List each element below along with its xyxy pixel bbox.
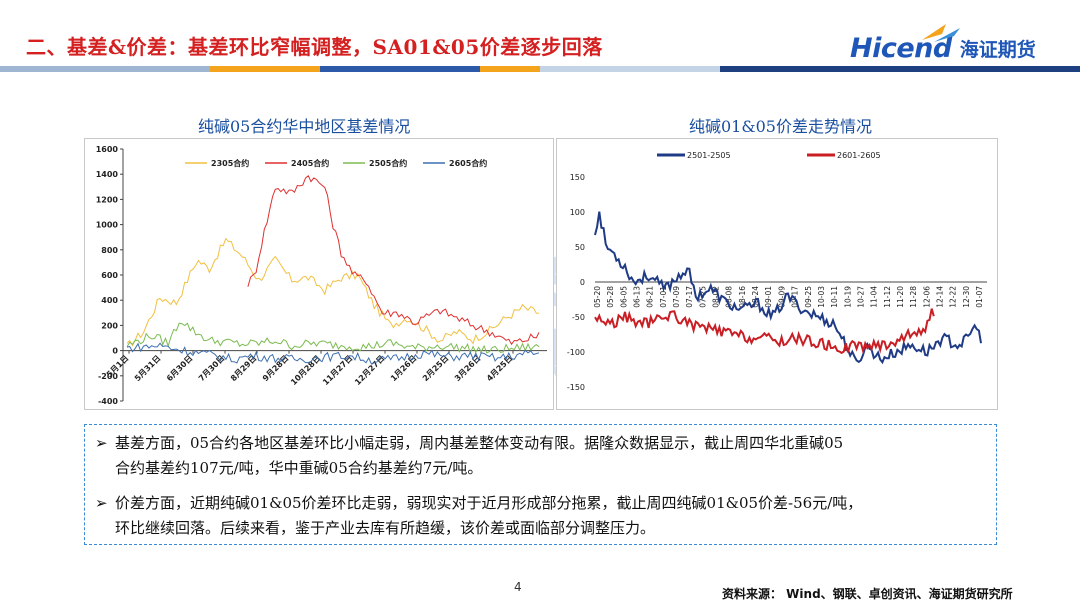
x-tick-label: 06-13 [633, 286, 642, 308]
x-tick-label: 11-12 [883, 286, 892, 308]
source-note: 资料来源： Wind、钢联、卓创资讯、海证期货研究所 [722, 587, 1013, 601]
note-item-spread: ➢ 价差方面，近期纯碱01&05价差环比走弱，弱现实对于近月形成部分拖累，截止周四… [95, 491, 862, 516]
right-chart-title: 纯碱01&05价差走势情况 [689, 117, 872, 136]
x-tick-label: 11-20 [896, 286, 905, 308]
x-tick-label: 09-01 [764, 286, 773, 308]
x-tick-label: 08-08 [725, 286, 734, 308]
note-text-line1: 基差方面，05合约各地区基差环比小幅走弱，周内基差整体变动有限。据隆众数据显示，… [115, 434, 844, 452]
x-tick-label: 12-30 [962, 286, 971, 308]
x-tick-label: 09-17 [791, 286, 800, 308]
x-tick-label: 07-09 [672, 286, 681, 308]
left-basis-chart: 16001400120010008006004002000-200-4005月1… [96, 145, 547, 406]
note-text-line2: 合约基差约107元/吨，华中重碱05合约基差约7元/吨。 [115, 459, 483, 477]
x-tick-label: 05-20 [593, 286, 602, 308]
x-tick-label: 11月27日 [321, 354, 354, 387]
y-tick-label: -150 [567, 383, 585, 392]
x-tick-label: 10-27 [856, 286, 865, 308]
x-tick-label: 12-06 [922, 286, 931, 308]
y-tick-label: 800 [101, 246, 118, 255]
x-tick-label: 6月30日 [165, 354, 194, 383]
legend-label: 2505合约 [369, 158, 407, 168]
y-tick-label: -400 [98, 397, 118, 406]
note-text-line3: 价差方面，近期纯碱01&05价差环比走弱，弱现实对于近月形成部分拖累，截止周四纯… [115, 494, 863, 512]
commentary-box: ➢ 基差方面，05合约各地区基差环比小幅走弱，周内基差整体变动有限。据隆众数据显示… [84, 424, 997, 545]
legend-label: 2501-2505 [687, 151, 731, 160]
y-tick-label: 100 [570, 208, 585, 217]
y-tick-label: 0 [112, 347, 118, 356]
right-chart-frame: 150 100 50 0 -50 -100 -150 05-20 05-28 06-05 06-13… [556, 138, 998, 410]
x-tick-label: 05-28 [606, 286, 615, 308]
series-line-2 [247, 175, 540, 346]
y-tick-label: 1400 [96, 170, 119, 179]
legend-label: 2601-2605 [837, 151, 881, 160]
y-tick-label: 400 [101, 296, 118, 305]
logo-wordmark: Hicend [850, 32, 952, 64]
series-line-1 [594, 211, 982, 365]
x-tick-label: 06-05 [619, 286, 628, 308]
y-tick-label: -200 [98, 372, 118, 381]
y-tick-label: 50 [575, 243, 585, 252]
note-item-basis: ➢ 基差方面，05合约各地区基差环比小幅走弱，周内基差整体变动有限。据隆众数据显示… [95, 431, 843, 456]
left-chart-frame: 1600 1400 1200 1000 800 600 400 200 0 -200 -400 5月1… [84, 138, 554, 410]
brand-logo: Hicend 海证期货 [850, 24, 1036, 66]
note-text-line4: 环比继续回落。后续来看，鉴于产业去库有所趋缓，该价差或面临部分调整压力。 [115, 519, 656, 537]
y-tick-label: 1600 [96, 145, 119, 154]
logo-swoosh-icon [922, 24, 960, 42]
x-tick-label: 07-17 [685, 286, 694, 308]
x-tick-label: 11-04 [870, 286, 879, 308]
x-tick-label: 10-19 [843, 286, 852, 308]
right-spread-chart: 150 100 50 0 -50 -100 -150 05-20 05-28 06-05 06-13… [567, 151, 987, 392]
x-tick-label: 12-14 [935, 286, 944, 308]
page-number: 4 [514, 580, 522, 594]
y-tick-label: -50 [572, 313, 585, 322]
bullet-arrow-icon: ➢ [95, 434, 108, 452]
y-tick-label: 1000 [96, 221, 119, 230]
y-tick-label: 200 [101, 321, 118, 330]
series-line-1 [126, 237, 540, 347]
y-tick-label: 0 [580, 278, 585, 287]
y-tick-label: -100 [567, 348, 585, 357]
legend-label: 2405合约 [291, 158, 329, 168]
x-tick-label: 06-21 [646, 286, 655, 308]
x-tick-label: 09-09 [777, 286, 786, 308]
logo-cn-name: 海证期货 [959, 38, 1036, 61]
page-title: 二、基差&价差：基差环比窄幅调整，SA01&05价差逐步回落 [26, 35, 603, 59]
x-tick-label: 11-28 [909, 286, 918, 308]
series-line-4 [126, 342, 540, 365]
x-tick-label: 08-16 [738, 286, 747, 308]
x-tick-label: 09-25 [804, 286, 813, 308]
x-tick-label: 12月27日 [353, 354, 386, 387]
legend-label: 2305合约 [211, 158, 249, 168]
y-tick-label: 1200 [96, 195, 119, 204]
x-tick-label: 10-11 [830, 286, 839, 308]
x-tick-label: 2月25日 [421, 354, 450, 383]
y-tick-label: 600 [101, 271, 118, 280]
bullet-arrow-icon: ➢ [95, 494, 108, 512]
x-tick-label: 08-24 [751, 286, 760, 308]
series-line-2 [594, 308, 935, 355]
x-tick-label: 08-02 [712, 286, 721, 308]
x-tick-label: 5月31日 [133, 354, 162, 383]
legend-label: 2605合约 [449, 158, 487, 168]
left-chart-title: 纯碱05合约华中地区基差情况 [198, 117, 411, 136]
x-tick-label: 12-22 [949, 286, 958, 308]
x-tick-label: 01-07 [975, 286, 984, 308]
x-tick-label: 10-03 [817, 286, 826, 308]
x-tick-label: 07-01 [659, 286, 668, 308]
y-tick-label: 150 [570, 173, 585, 182]
header-color-band [0, 66, 1080, 72]
